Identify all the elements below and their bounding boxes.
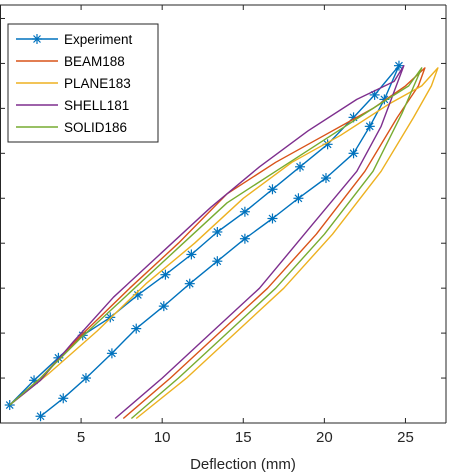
marker-stroke bbox=[187, 250, 196, 259]
legend: Experiment BEAM188 PLANE183 SHELL181 SOLID18… bbox=[7, 23, 159, 143]
marker-stroke bbox=[240, 207, 249, 216]
x-tick-label: 15 bbox=[235, 429, 252, 446]
marker-stroke bbox=[349, 149, 358, 158]
data-point-experiment bbox=[160, 269, 171, 280]
data-point-experiment bbox=[239, 233, 250, 244]
data-point-experiment bbox=[239, 206, 250, 217]
marker-stroke bbox=[240, 234, 249, 243]
data-point-experiment bbox=[267, 213, 278, 224]
legend-entry-solid186: SOLID186 bbox=[16, 120, 127, 135]
marker-stroke bbox=[370, 90, 379, 99]
marker-stroke bbox=[268, 214, 277, 223]
data-point-experiment bbox=[364, 121, 375, 132]
marker-stroke bbox=[133, 290, 142, 299]
marker-stroke bbox=[59, 394, 68, 403]
x-axis-label: Deflection (mm) bbox=[190, 456, 296, 473]
data-point-experiment bbox=[212, 256, 223, 267]
axes-layer: 5 10 15 20 25 bbox=[0, 4, 447, 446]
marker-stroke bbox=[161, 270, 170, 279]
marker-stroke bbox=[395, 61, 403, 70]
series-layer bbox=[4, 60, 439, 422]
marker-stroke bbox=[296, 162, 304, 171]
data-point-experiment bbox=[293, 193, 304, 204]
series-line-shell181 bbox=[9, 64, 405, 420]
data-point-experiment bbox=[267, 184, 278, 195]
data-point-experiment bbox=[184, 278, 195, 289]
legend-label: SHELL181 bbox=[64, 98, 129, 113]
legend-label: Experiment bbox=[64, 32, 133, 47]
data-point-experiment bbox=[58, 393, 69, 404]
data-point-experiment bbox=[295, 161, 306, 172]
marker-stroke bbox=[107, 349, 116, 358]
data-point-experiment bbox=[320, 173, 331, 184]
marker-stroke bbox=[159, 302, 168, 311]
legend-label: SOLID186 bbox=[64, 120, 127, 135]
marker-stroke bbox=[132, 324, 141, 333]
legend-label: BEAM188 bbox=[64, 54, 125, 69]
legend-entry-experiment: Experiment bbox=[16, 32, 133, 47]
legend-entry-plane183: PLANE183 bbox=[16, 76, 131, 91]
marker-stroke bbox=[213, 257, 222, 266]
series-line-beam188 bbox=[9, 67, 426, 420]
legend-marker-stroke bbox=[33, 35, 41, 43]
series-line-plane183 bbox=[9, 67, 439, 420]
marker-stroke bbox=[82, 374, 90, 382]
legend-entry-beam188: BEAM188 bbox=[16, 54, 125, 69]
marker-stroke bbox=[268, 185, 277, 194]
data-point-experiment bbox=[158, 301, 169, 312]
data-point-experiment bbox=[348, 148, 359, 159]
marker-stroke bbox=[30, 376, 38, 385]
x-tick-label: 25 bbox=[397, 429, 414, 446]
marker-stroke bbox=[294, 194, 303, 203]
x-tick-label: 20 bbox=[316, 429, 333, 446]
marker-stroke bbox=[36, 412, 45, 421]
data-point-experiment bbox=[393, 60, 404, 71]
x-tick-label: 10 bbox=[154, 429, 171, 446]
x-tick-label: 5 bbox=[77, 429, 85, 446]
data-point-experiment bbox=[106, 348, 117, 359]
data-point-experiment bbox=[80, 373, 91, 384]
marker-stroke bbox=[185, 279, 194, 288]
series-line-solid186 bbox=[9, 67, 423, 420]
legend-entry-shell181: SHELL181 bbox=[16, 98, 129, 113]
marker-stroke bbox=[213, 228, 222, 236]
data-point-experiment bbox=[212, 226, 223, 237]
marker-stroke bbox=[322, 174, 330, 182]
data-point-experiment bbox=[186, 249, 197, 260]
legend-label: PLANE183 bbox=[64, 76, 131, 91]
marker-stroke bbox=[365, 122, 374, 131]
data-point-experiment bbox=[131, 323, 142, 334]
data-point-experiment bbox=[35, 411, 46, 422]
